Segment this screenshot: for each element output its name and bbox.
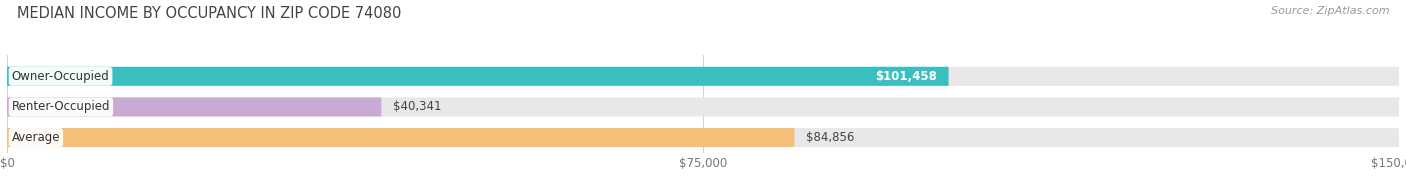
Text: $84,856: $84,856 <box>806 131 853 144</box>
Text: Average: Average <box>11 131 60 144</box>
FancyBboxPatch shape <box>7 67 1399 86</box>
Text: MEDIAN INCOME BY OCCUPANCY IN ZIP CODE 74080: MEDIAN INCOME BY OCCUPANCY IN ZIP CODE 7… <box>17 6 401 21</box>
Text: Owner-Occupied: Owner-Occupied <box>11 70 110 83</box>
Text: Renter-Occupied: Renter-Occupied <box>11 100 110 113</box>
FancyBboxPatch shape <box>7 128 1399 147</box>
FancyBboxPatch shape <box>7 67 949 86</box>
FancyBboxPatch shape <box>7 97 1399 116</box>
Text: Source: ZipAtlas.com: Source: ZipAtlas.com <box>1271 6 1389 16</box>
FancyBboxPatch shape <box>7 97 381 116</box>
Text: $40,341: $40,341 <box>392 100 441 113</box>
FancyBboxPatch shape <box>7 128 794 147</box>
Text: $101,458: $101,458 <box>876 70 938 83</box>
